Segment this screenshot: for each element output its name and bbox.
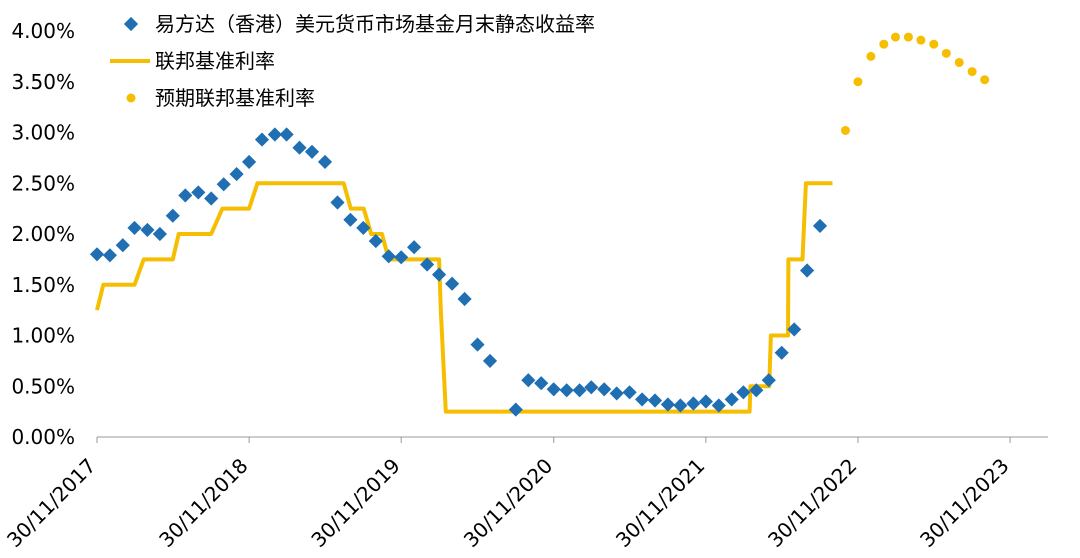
y-tick-label: 0.00% <box>11 425 75 449</box>
fund-yield-point <box>178 188 193 203</box>
fund-yield-point <box>216 177 231 192</box>
legend-item-fund: 易方达（香港）美元货币市场基金月末静态收益率 <box>123 12 595 36</box>
expected-rate-dot <box>866 51 876 61</box>
expected-rate-dot <box>853 77 863 87</box>
x-tick-label: 30/11/2021 <box>611 454 709 552</box>
fund-yield-point <box>774 345 789 360</box>
fund-yield-point <box>127 220 142 235</box>
x-axis: 30/11/2017 30/11/2018 30/11/2019 30/11/2020… <box>2 436 1048 552</box>
fund-yield-point <box>711 398 726 413</box>
fund-yield-point <box>597 382 612 397</box>
expected-rate-dot <box>967 67 977 77</box>
fund-yield-point <box>229 167 244 182</box>
expected-rate-dot <box>903 32 913 42</box>
fund-yield-point <box>546 382 561 397</box>
y-tick-label: 2.50% <box>11 171 75 195</box>
y-tick-label: 3.50% <box>11 70 75 94</box>
legend-label-expected: 预期联邦基准利率 <box>155 86 315 110</box>
legend-diamond-marker <box>123 16 139 32</box>
y-tick-label: 2.00% <box>11 222 75 246</box>
x-tick-label: 30/11/2022 <box>763 454 861 552</box>
x-tick-label: 30/11/2018 <box>154 454 252 552</box>
fund-yield-point <box>89 247 105 262</box>
legend-dot-marker <box>126 93 136 103</box>
x-tick-label: 30/11/2019 <box>306 454 404 552</box>
fund-yield-point <box>647 393 663 408</box>
legend-label-fed: 联邦基准利率 <box>155 49 275 73</box>
fund-yield-point <box>420 257 435 272</box>
fund-yield-point <box>470 337 485 352</box>
fund-yield-point <box>609 386 624 401</box>
fund-yield-point <box>749 383 764 398</box>
fund-yield-point <box>102 248 117 263</box>
fund-yield-point <box>660 397 675 412</box>
fund-yield-point <box>152 226 167 242</box>
expected-rate-dot <box>840 125 850 135</box>
legend-item-fed: 联邦基准利率 <box>110 49 275 73</box>
x-tick-label: 30/11/2020 <box>459 454 557 552</box>
fund-yield-point <box>635 392 650 407</box>
legend-item-expected: 预期联邦基准利率 <box>126 86 315 110</box>
fund-yield-point <box>812 218 828 233</box>
fund-yield-point <box>736 385 751 400</box>
fund-yield-point <box>584 380 599 395</box>
y-tick-label: 4.00% <box>11 19 75 43</box>
expected-rate-dot <box>890 32 900 42</box>
fund-yield-point <box>292 140 307 155</box>
fund-yield-point <box>686 396 701 411</box>
legend-label-fund: 易方达（香港）美元货币市场基金月末静态收益率 <box>155 12 595 36</box>
fund-yield-point <box>242 154 257 169</box>
fund-yield-point <box>304 144 320 159</box>
fund-yield-point <box>482 353 498 368</box>
x-tick-label: 30/11/2017 <box>2 454 100 552</box>
fund-yield-point <box>724 392 739 407</box>
fund-yield-point <box>140 222 155 237</box>
fund-yield-point <box>165 208 180 223</box>
fund-yield-point <box>572 383 587 398</box>
fund-yield-point <box>368 234 383 249</box>
fund-yield-point <box>508 402 523 417</box>
fund-yield-point <box>457 291 472 307</box>
y-tick-label: 0.50% <box>11 374 75 398</box>
fund-yield-point <box>267 127 282 142</box>
fund-yield-point <box>521 373 536 388</box>
expected-rate-dot <box>879 39 889 49</box>
fund-yield-point <box>254 132 270 147</box>
expected-rate-dot <box>954 57 964 67</box>
fund-yield-point <box>356 220 371 235</box>
expected-rate-dot <box>941 48 951 58</box>
fund-yield-point <box>204 191 219 206</box>
fund-yield-point <box>698 394 713 409</box>
fund-yield-point <box>279 127 294 142</box>
series-line-fed-rate <box>95 181 833 414</box>
expected-rate-dot <box>929 39 939 49</box>
fund-yield-point <box>432 267 447 282</box>
fund-yield-point <box>622 385 637 400</box>
fund-yield-point <box>534 376 549 391</box>
fund-yield-point <box>191 185 206 200</box>
y-tick-label: 1.00% <box>11 324 75 348</box>
legend: 易方达（香港）美元货币市场基金月末静态收益率 联邦基准利率 预期联邦基准利率 <box>110 12 595 110</box>
y-tick-label: 1.50% <box>11 273 75 297</box>
expected-rate-dot <box>980 75 990 85</box>
fund-yield-point <box>800 263 815 278</box>
fund-yield-point <box>559 383 574 398</box>
fund-yield-point <box>445 276 460 291</box>
fund-yield-point <box>115 238 130 253</box>
y-axis-tick-labels: 0.00% 0.50% 1.00% 1.50% 2.00% 2.50% 3.00% 3.50%… <box>11 19 75 449</box>
expected-rate-dot <box>916 35 926 45</box>
fund-yield-point <box>673 398 688 413</box>
fund-yield-point <box>317 154 333 169</box>
x-tick-label: 30/11/2023 <box>915 454 1013 552</box>
fund-yield-point <box>343 212 358 227</box>
fund-yield-point <box>407 240 422 255</box>
fund-yield-point <box>394 250 409 265</box>
fund-yield-point <box>381 249 396 264</box>
fund-yield-point <box>330 195 345 210</box>
fund-yield-point <box>761 373 776 388</box>
y-tick-label: 3.00% <box>11 121 75 145</box>
fund-yield-point <box>787 322 802 337</box>
